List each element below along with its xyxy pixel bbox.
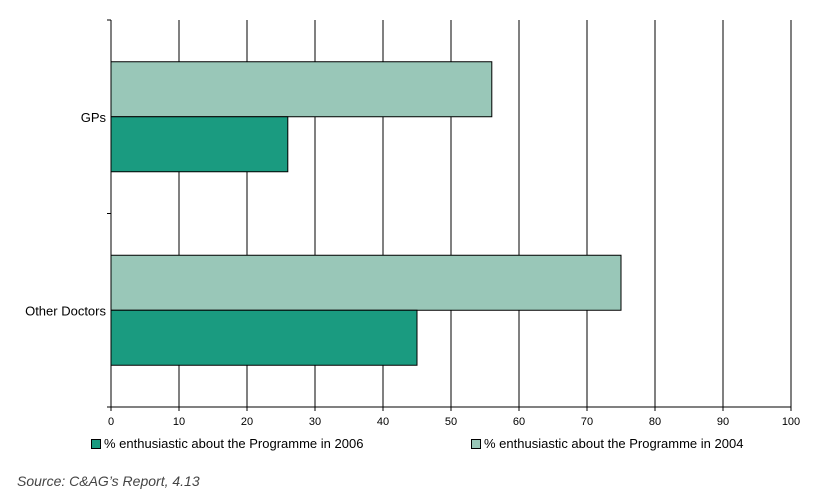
x-axis-ticks: 0 10 20 30 40 50 60 70 80 90 100 — [108, 407, 800, 428]
bar-other-doctors-2004 — [110, 254, 622, 311]
category-label: GPs — [81, 110, 107, 125]
x-tick-label: 20 — [241, 416, 253, 428]
legend-item-2006: % enthusiastic about the Programme in 20… — [91, 436, 363, 451]
legend-item-2004: % enthusiastic about the Programme in 20… — [471, 436, 743, 451]
legend-label-2006: % enthusiastic about the Programme in 20… — [104, 436, 364, 451]
bar-other-doctors-2006 — [110, 309, 418, 366]
legend: % enthusiastic about the Programme in 20… — [0, 436, 814, 456]
x-tick-label: 90 — [717, 416, 729, 428]
x-tick-label: 30 — [309, 416, 321, 428]
x-tick-label: 0 — [108, 416, 114, 428]
legend-swatch-2004 — [471, 438, 481, 449]
x-tick-label: 10 — [173, 416, 185, 428]
x-tick-label: 40 — [377, 416, 389, 428]
bar-gps-2006 — [110, 116, 289, 173]
category-labels: GPs Other Doctors — [25, 110, 106, 319]
x-tick-label: 50 — [445, 416, 457, 428]
source-note: Source: C&AG’s Report, 4.13 — [17, 473, 200, 489]
bar-gps-2004 — [110, 61, 493, 118]
category-label: Other Doctors — [25, 303, 106, 318]
x-tick-label: 60 — [513, 416, 525, 428]
x-tick-label: 100 — [782, 416, 800, 428]
x-tick-label: 80 — [649, 416, 661, 428]
bars — [110, 61, 622, 366]
x-tick-label: 70 — [581, 416, 593, 428]
legend-swatch-2006 — [91, 438, 101, 449]
legend-label-2004: % enthusiastic about the Programme in 20… — [484, 436, 744, 451]
